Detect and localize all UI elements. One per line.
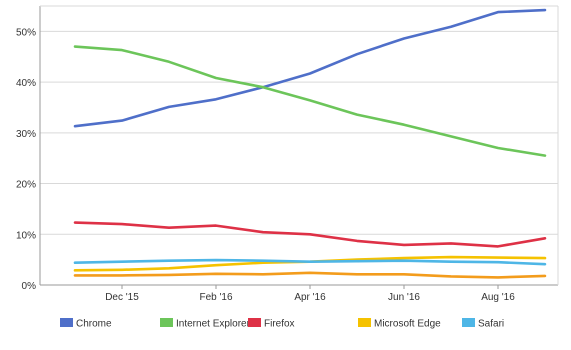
- x-tick-label: Jun '16: [388, 292, 420, 303]
- legend-swatch-internet-explorer: [160, 318, 173, 327]
- y-tick-label: 40%: [16, 78, 36, 89]
- x-tick-label: Feb '16: [199, 292, 232, 303]
- x-tick-labels: Dec '15 Feb '16 Apr '16 Jun '16 Aug '16: [105, 285, 515, 303]
- legend-swatch-microsoft-edge: [358, 318, 371, 327]
- legend-swatch-safari: [462, 318, 475, 327]
- y-tick-label: 50%: [16, 27, 36, 38]
- y-tick-label: 30%: [16, 129, 36, 140]
- y-tick-label: 10%: [16, 230, 36, 241]
- legend-swatch-firefox: [248, 318, 261, 327]
- series-lines: [73, 8, 547, 279]
- legend-label-microsoft-edge: Microsoft Edge: [374, 319, 441, 330]
- legend: Chrome Internet Explorer Firefox Microsoft …: [60, 318, 504, 330]
- axes: [39, 5, 559, 286]
- legend-label-firefox: Firefox: [264, 319, 295, 330]
- legend-label-safari: Safari: [478, 319, 504, 330]
- y-tick-labels: 0% 10% 20% 30% 40% 50%: [16, 27, 36, 292]
- grid-lines: [40, 30, 558, 235]
- series-line-safari: [73, 258, 547, 266]
- legend-swatch-chrome: [60, 318, 73, 327]
- legend-label-chrome: Chrome: [76, 319, 112, 330]
- y-tick-label: 20%: [16, 180, 36, 191]
- legend-label-internet-explorer: Internet Explorer: [176, 319, 251, 330]
- x-tick-label: Aug '16: [481, 292, 515, 303]
- series-line-internet-explorer: [73, 45, 547, 157]
- y-tick-label: 0%: [22, 281, 37, 292]
- x-tick-label: Apr '16: [294, 292, 326, 303]
- series-line-firefox: [73, 221, 547, 248]
- series-line-unlabeled: [73, 271, 547, 279]
- series-line-chrome: [73, 8, 547, 128]
- x-tick-label: Dec '15: [105, 292, 139, 303]
